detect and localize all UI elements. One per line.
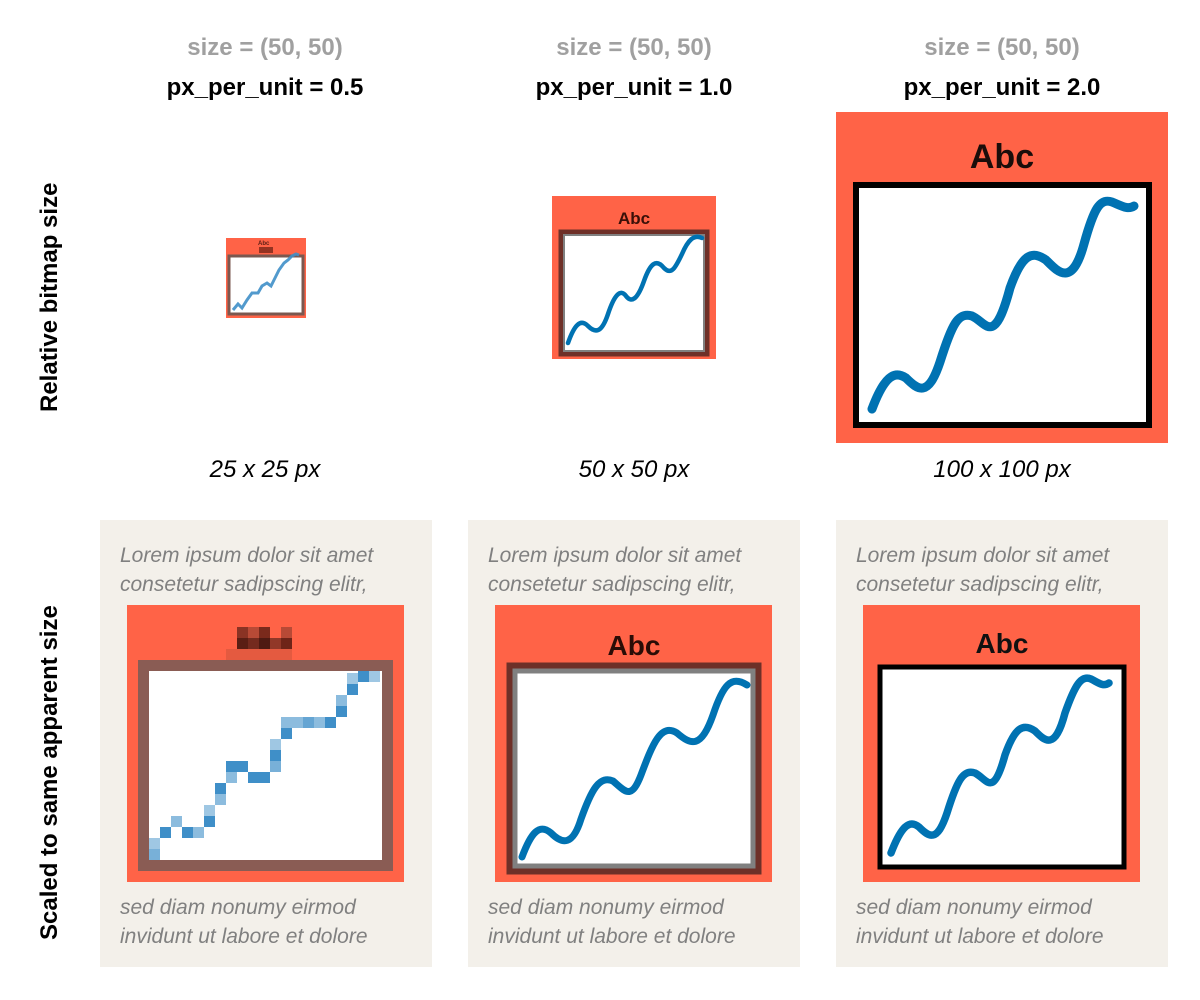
bitmap-large-title: Abc: [970, 138, 1034, 176]
col2-px-label: 50 x 50 px: [578, 456, 690, 483]
col3-ppu-label: px_per_unit = 2.0: [903, 74, 1101, 101]
bitmap-medium: Abc: [552, 196, 716, 359]
panel3-lorem-bottom-2: invidunt ut labore et dolore: [856, 925, 1104, 948]
panel3-bitmap-graphic: Abc: [877, 628, 1127, 870]
col2-ppu-label: px_per_unit = 1.0: [535, 74, 733, 101]
bitmap-small: [226, 238, 306, 318]
scaled-panel-2: Lorem ipsum dolor sit amet consetetur sa…: [468, 520, 800, 967]
panel2-bitmap-graphic: Abc: [506, 630, 762, 875]
panel3-bitmap-title: Abc: [976, 628, 1029, 659]
col1-size-label: size = (50, 50): [187, 34, 343, 61]
row-label-scaled-size: Scaled to same apparent size: [36, 605, 63, 940]
panel1-lorem-bottom-1: sed diam nonumy eirmod: [120, 896, 356, 919]
bitmap-small-graphic: [227, 247, 305, 316]
panel2-lorem-top-1: Lorem ipsum dolor sit amet: [488, 544, 742, 567]
row-label-relative-size: Relative bitmap size: [36, 182, 63, 412]
panel2-bitmap-title: Abc: [608, 630, 661, 661]
panel3-lorem-bottom-1: sed diam nonumy eirmod: [856, 896, 1092, 919]
panel2-bitmap: Abc: [495, 605, 772, 882]
col1-ppu-label: px_per_unit = 0.5: [166, 74, 364, 101]
panel3-lorem-top-2: consetetur sadipscing elitr,: [856, 573, 1104, 596]
panel1-lorem-top-2: consetetur sadipscing elitr,: [120, 573, 368, 596]
scaled-panel-3: Lorem ipsum dolor sit amet consetetur sa…: [836, 520, 1168, 967]
panel2-lorem-bottom-1: sed diam nonumy eirmod: [488, 896, 724, 919]
panel3-bitmap: Abc: [863, 605, 1140, 882]
panel1-bitmap: [127, 605, 404, 882]
col1-px-label: 25 x 25 px: [209, 456, 321, 483]
bitmap-medium-graphic: Abc: [558, 209, 710, 357]
panel1-bitmap-graphic: [138, 627, 393, 871]
panel2-lorem-bottom-2: invidunt ut labore et dolore: [488, 925, 736, 948]
col3-size-label: size = (50, 50): [924, 34, 1080, 61]
bitmap-large-graphic: Abc: [853, 138, 1152, 428]
panel3-lorem-top-1: Lorem ipsum dolor sit amet: [856, 544, 1110, 567]
panel1-lorem-top-1: Lorem ipsum dolor sit amet: [120, 544, 374, 567]
col2-size-label: size = (50, 50): [556, 34, 712, 61]
bitmap-large: Abc: [836, 112, 1168, 443]
col3-px-label: 100 x 100 px: [933, 456, 1071, 483]
bitmap-small-title: Abc: [258, 241, 270, 247]
scaled-panel-1: Lorem ipsum dolor sit amet consetetur sa…: [100, 520, 432, 967]
panel2-lorem-top-2: consetetur sadipscing elitr,: [488, 573, 736, 596]
bitmap-medium-title: Abc: [618, 209, 650, 228]
panel1-lorem-bottom-2: invidunt ut labore et dolore: [120, 925, 368, 948]
